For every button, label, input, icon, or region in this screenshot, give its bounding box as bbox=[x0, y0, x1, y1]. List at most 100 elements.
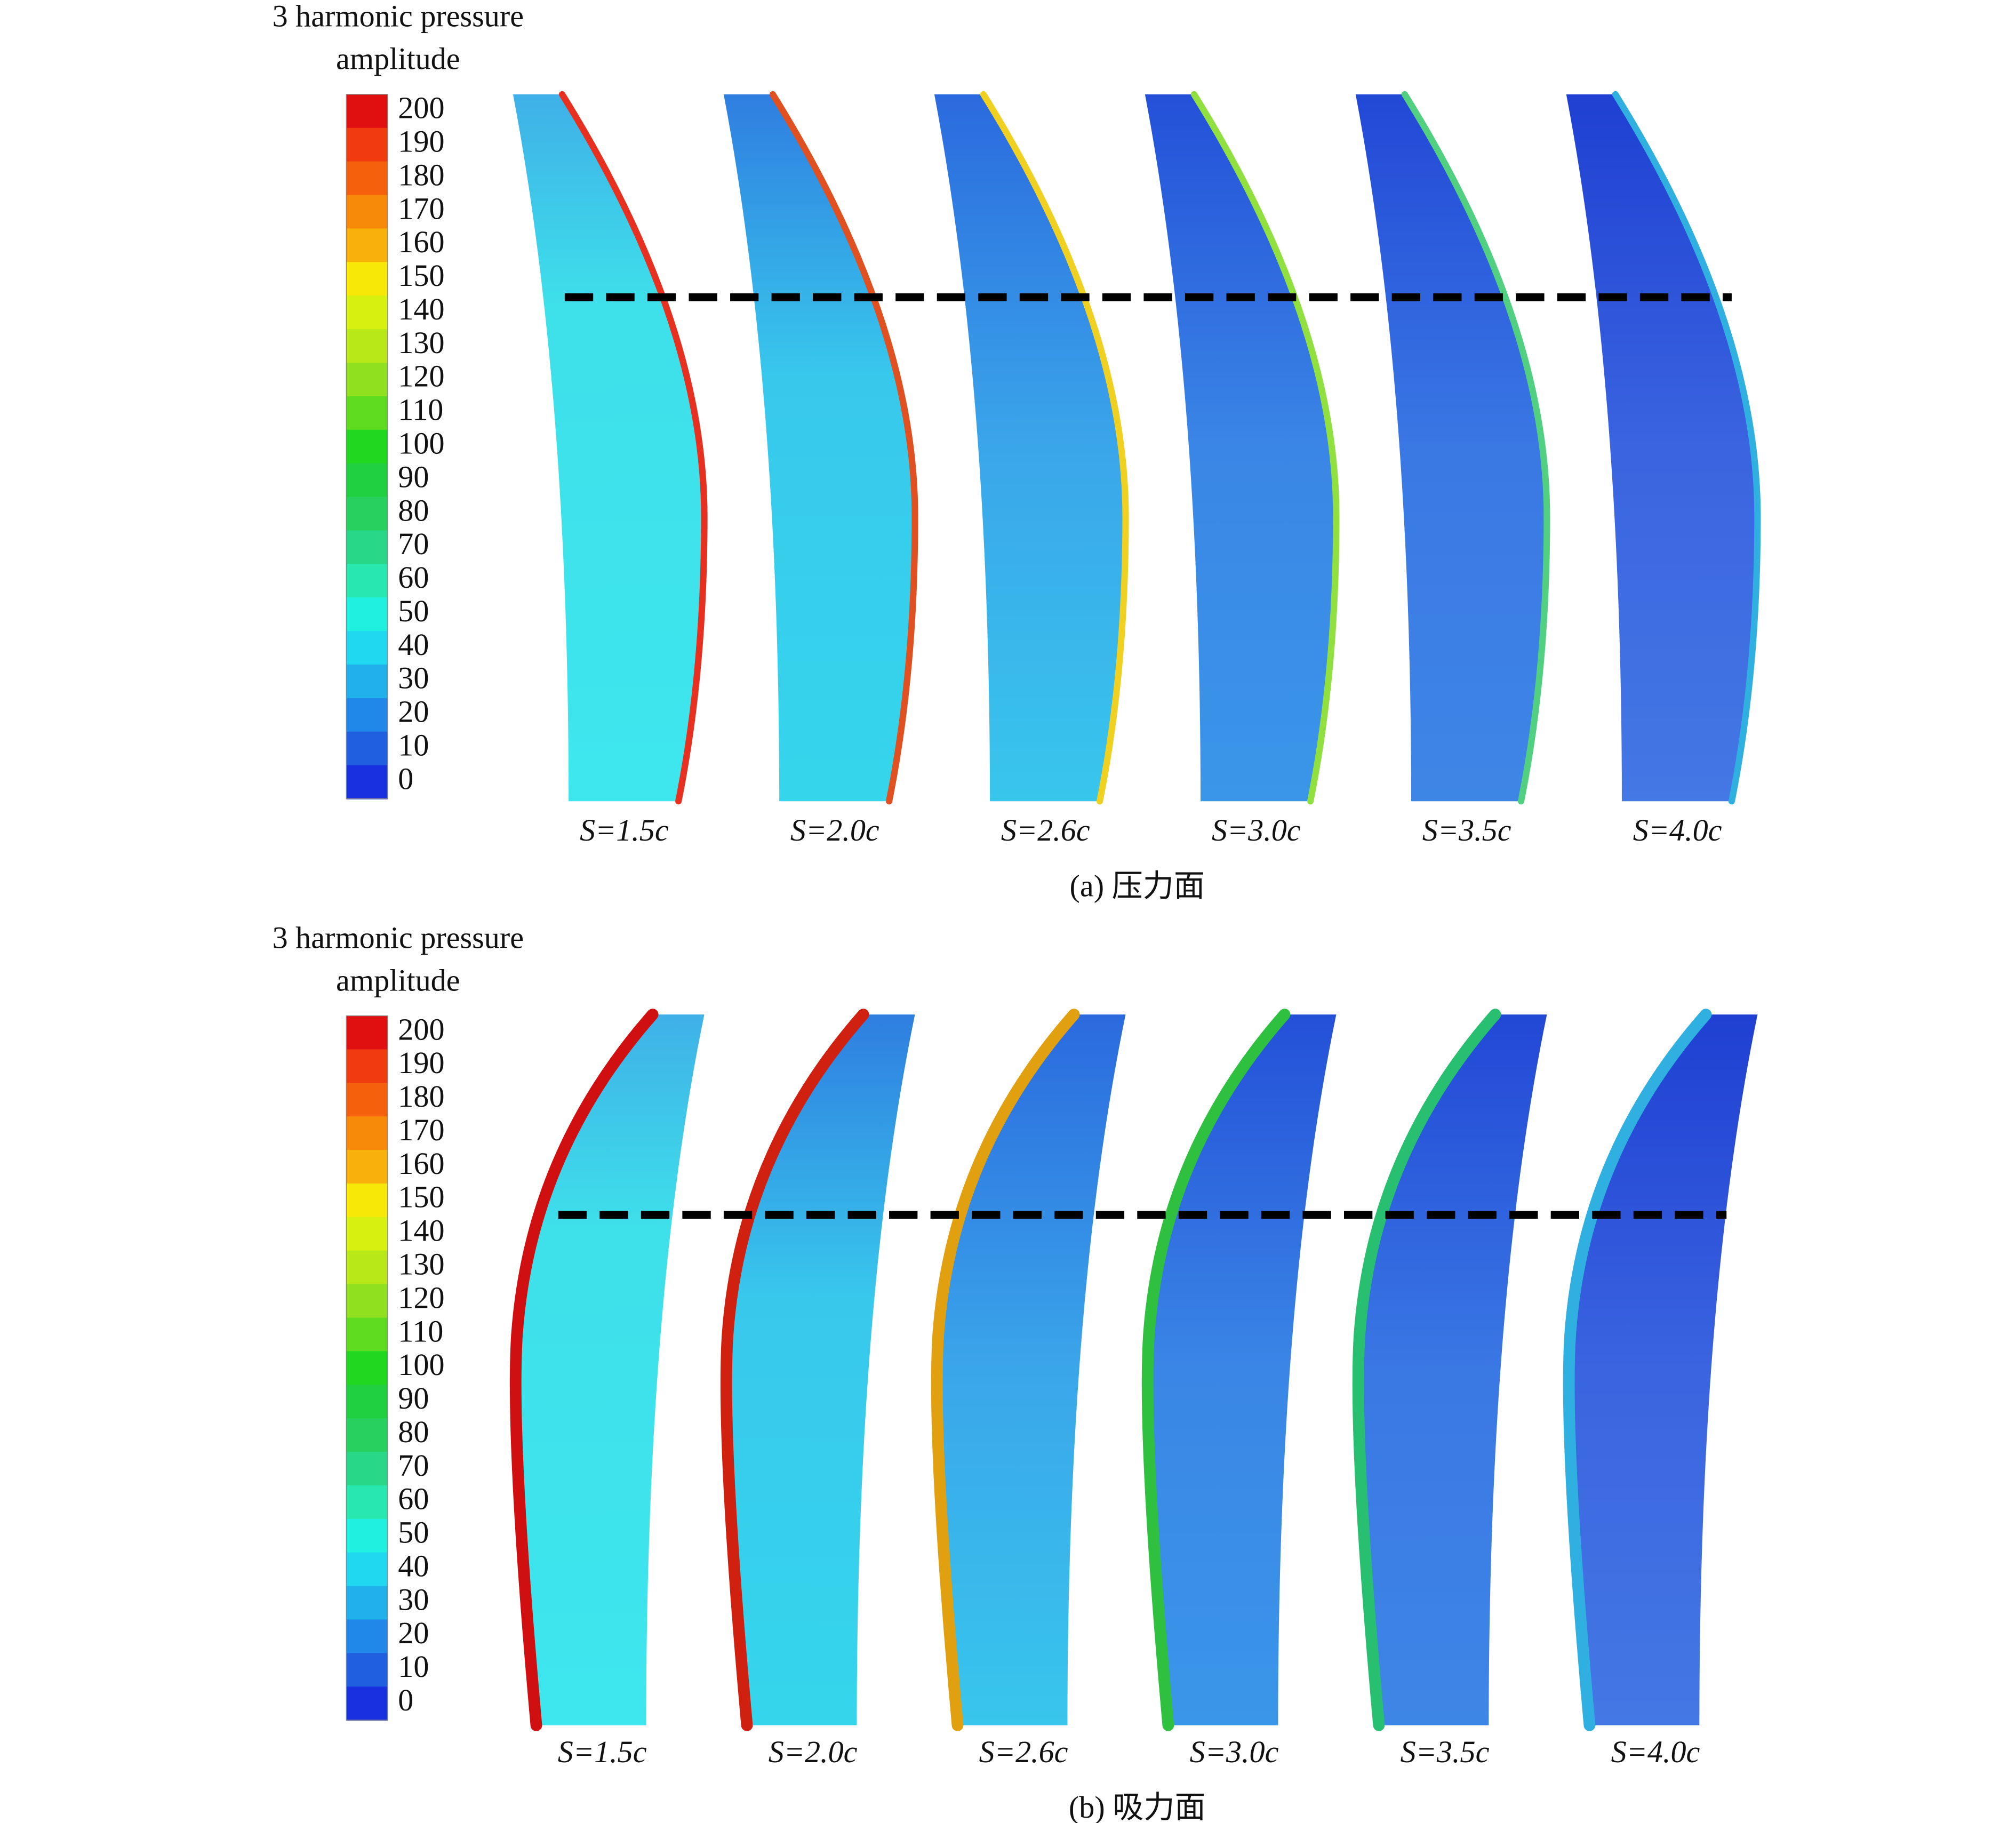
colorbar-block bbox=[346, 597, 388, 632]
blade-contour bbox=[1355, 94, 1547, 802]
colorbar-block bbox=[346, 1485, 388, 1520]
blade-label: S=3.0c bbox=[1190, 1734, 1279, 1769]
colorbar-title: 3 harmonic pressure bbox=[273, 0, 524, 34]
colorbar-tick-label: 140 bbox=[398, 1213, 444, 1248]
colorbar-tick-label: 190 bbox=[398, 124, 444, 159]
colorbar-block bbox=[346, 429, 388, 464]
colorbar-block bbox=[346, 362, 388, 397]
colorbar-tick-label: 20 bbox=[398, 694, 429, 729]
blade-edge bbox=[558, 91, 708, 805]
colorbar-tick-label: 60 bbox=[398, 1482, 429, 1516]
colorbar-tick-label: 200 bbox=[398, 91, 444, 125]
colorbar-tick-label: 130 bbox=[398, 1247, 444, 1282]
blade-label: S=2.6c bbox=[979, 1734, 1068, 1769]
colorbar-block bbox=[346, 698, 388, 732]
colorbar-tick-label: 70 bbox=[398, 1448, 429, 1483]
blade-label: S=2.0c bbox=[769, 1734, 858, 1769]
blade-contour bbox=[1145, 94, 1337, 802]
blade-contour bbox=[726, 1014, 915, 1725]
caption: (b) 吸力面 bbox=[1069, 1790, 1206, 1823]
colorbar-tick-label: 150 bbox=[398, 258, 444, 293]
colorbar-block bbox=[346, 1116, 388, 1151]
colorbar-tick-label: 60 bbox=[398, 560, 429, 595]
blade-edge bbox=[1563, 1009, 1712, 1731]
colorbar-tick-label: 20 bbox=[398, 1616, 429, 1650]
blade-label: S=4.0c bbox=[1633, 813, 1722, 847]
colorbar-tick-label: 180 bbox=[398, 1079, 444, 1114]
colorbar-block bbox=[346, 1586, 388, 1620]
colorbar-block bbox=[346, 1418, 388, 1453]
colorbar-tick-label: 170 bbox=[398, 191, 444, 226]
colorbar-tick-label: 200 bbox=[398, 1012, 444, 1046]
blade-contour bbox=[1147, 1014, 1337, 1725]
colorbar-frame bbox=[346, 94, 388, 799]
colorbar-block bbox=[346, 1049, 388, 1084]
colorbar-block bbox=[346, 1317, 388, 1352]
blade-contour bbox=[513, 94, 705, 802]
blade-contour bbox=[1566, 94, 1758, 802]
colorbar-block bbox=[346, 530, 388, 565]
caption: (a) 压力面 bbox=[1070, 868, 1205, 903]
blade-label: S=2.0c bbox=[790, 813, 879, 847]
colorbar-tick-label: 40 bbox=[398, 1548, 429, 1583]
blade-contour bbox=[937, 1014, 1126, 1725]
colorbar-block bbox=[346, 195, 388, 229]
colorbar-tick-label: 120 bbox=[398, 359, 444, 394]
colorbar-block bbox=[346, 1385, 388, 1419]
blade-label: S=1.5c bbox=[558, 1734, 647, 1769]
colorbar-tick-label: 30 bbox=[398, 1582, 429, 1617]
colorbar-tick-label: 30 bbox=[398, 661, 429, 695]
colorbar-tick-label: 90 bbox=[398, 1381, 429, 1416]
colorbar-block bbox=[346, 765, 388, 799]
blade-label: S=4.0c bbox=[1611, 1734, 1700, 1769]
colorbar-block bbox=[346, 1653, 388, 1688]
colorbar-block bbox=[346, 1150, 388, 1185]
colorbar-tick-label: 90 bbox=[398, 459, 429, 494]
blade-label: S=1.5c bbox=[580, 813, 669, 847]
colorbar-tick-label: 160 bbox=[398, 1146, 444, 1181]
colorbar-tick-label: 40 bbox=[398, 627, 429, 662]
colorbar-tick-label: 100 bbox=[398, 1347, 444, 1382]
colorbar-block bbox=[346, 1016, 388, 1050]
blade-edge bbox=[931, 1009, 1080, 1731]
colorbar-tick-label: 180 bbox=[398, 157, 444, 192]
blade-edge bbox=[769, 91, 918, 805]
colorbar-block bbox=[346, 564, 388, 598]
blade-label: S=3.5c bbox=[1422, 813, 1511, 847]
colorbar-tick-label: 100 bbox=[398, 426, 444, 461]
colorbar-block bbox=[346, 664, 388, 699]
blade-edge bbox=[1401, 91, 1550, 805]
panels: 3 harmonic pressureamplitude200190180170… bbox=[273, 0, 1761, 1823]
colorbar-tick-label: 80 bbox=[398, 493, 429, 527]
blade-edge bbox=[1141, 1009, 1291, 1731]
colorbar-block bbox=[346, 396, 388, 430]
colorbar-block bbox=[346, 1250, 388, 1285]
colorbar-title: 3 harmonic pressure bbox=[273, 920, 524, 955]
colorbar-block bbox=[346, 1686, 388, 1721]
colorbar-block bbox=[346, 731, 388, 766]
colorbar-frame bbox=[346, 1015, 388, 1721]
colorbar-title: amplitude bbox=[336, 42, 460, 76]
colorbar-block bbox=[346, 161, 388, 196]
colorbar-tick-label: 110 bbox=[398, 1314, 443, 1348]
colorbar-block bbox=[346, 463, 388, 498]
colorbar-tick-label: 110 bbox=[398, 393, 443, 427]
colorbar-block bbox=[346, 1183, 388, 1218]
colorbar-block bbox=[346, 1351, 388, 1386]
colorbar-tick-label: 150 bbox=[398, 1180, 444, 1214]
blade-edge bbox=[1612, 91, 1761, 805]
colorbar-title: amplitude bbox=[336, 963, 460, 997]
colorbar-tick-label: 50 bbox=[398, 594, 429, 628]
colorbar-tick-label: 140 bbox=[398, 292, 444, 326]
colorbar-block bbox=[346, 262, 388, 297]
blade-contour bbox=[1358, 1014, 1547, 1725]
colorbar-tick-label: 70 bbox=[398, 526, 429, 561]
blade-label: S=3.0c bbox=[1212, 813, 1301, 847]
blade-edge bbox=[1190, 91, 1340, 805]
blade-edge bbox=[980, 91, 1129, 805]
colorbar-block bbox=[346, 1518, 388, 1553]
colorbar-block bbox=[346, 497, 388, 531]
colorbar-block bbox=[346, 1552, 388, 1587]
colorbar-tick-label: 0 bbox=[398, 761, 413, 796]
